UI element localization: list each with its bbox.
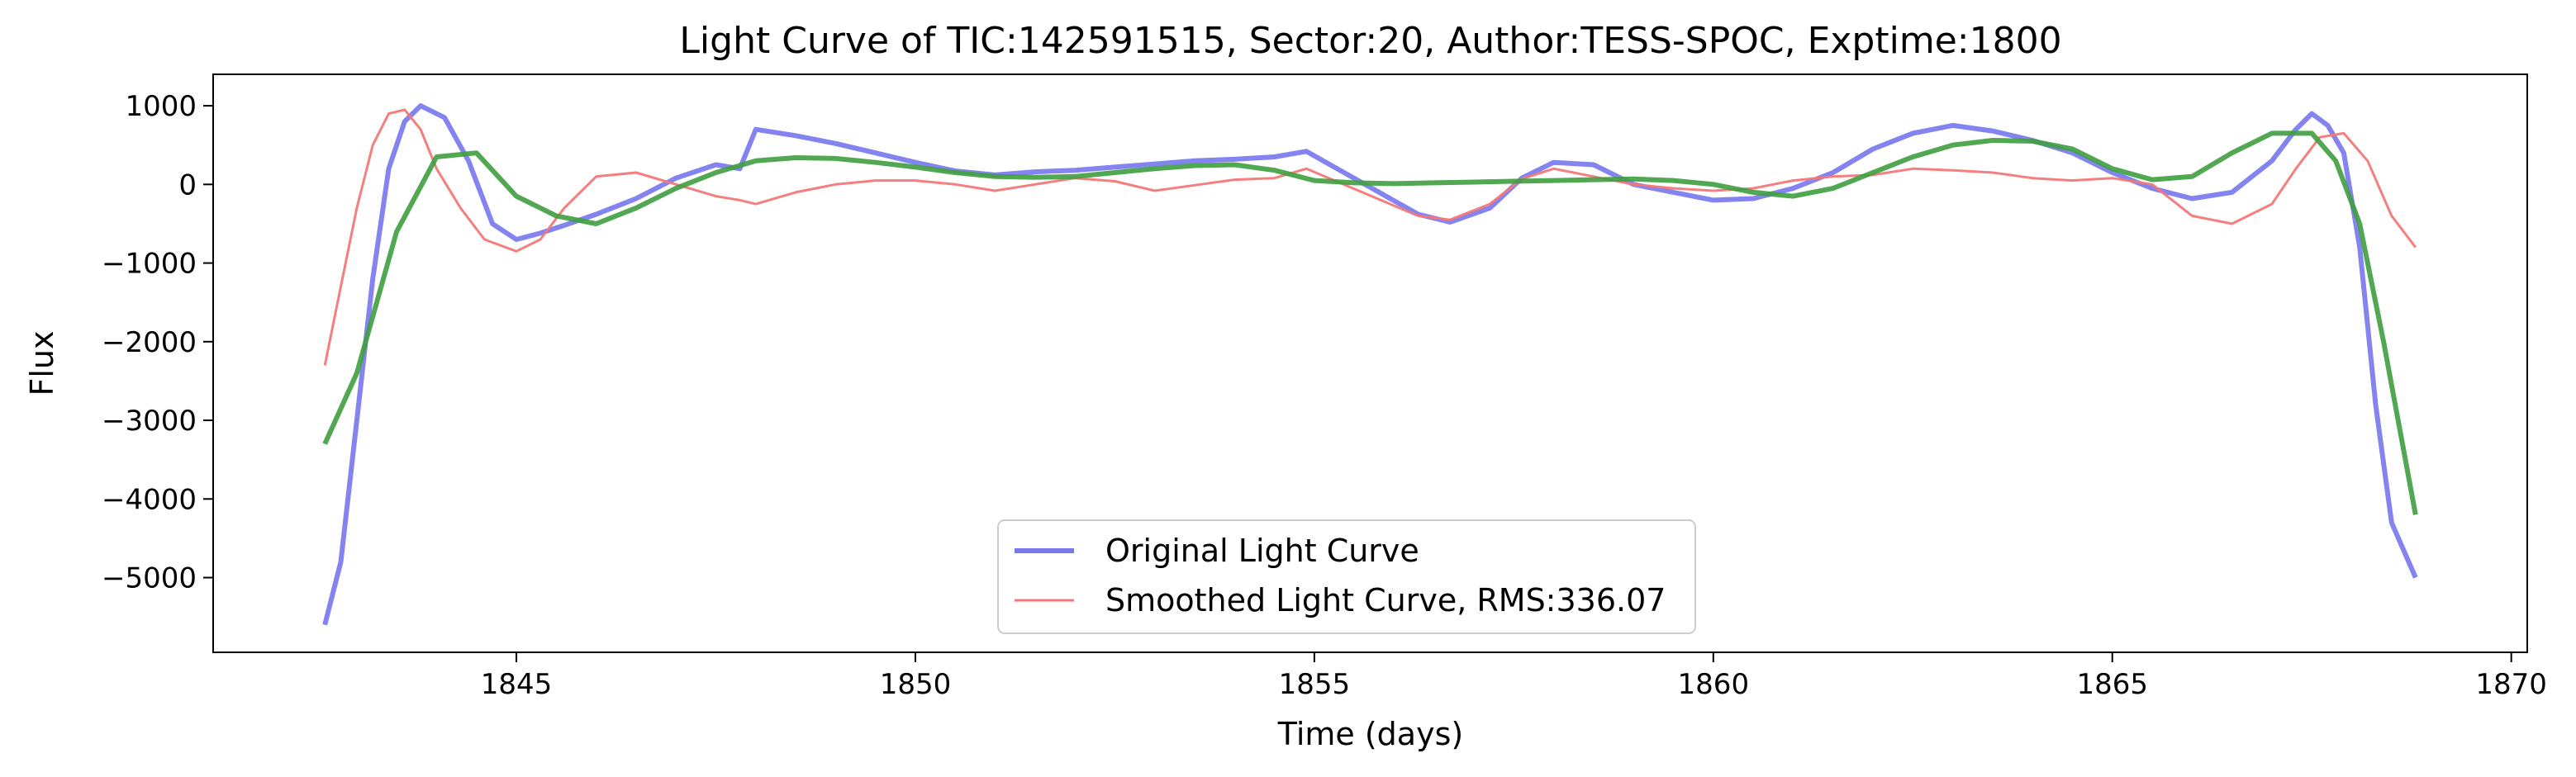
y-tick-label: −5000 [102,562,197,595]
x-tick-label: 1845 [481,668,553,701]
y-tick-label: −4000 [102,483,197,516]
y-axis-label: Flux [24,331,60,396]
y-tick-label: −2000 [102,326,197,359]
y-tick-label: −1000 [102,248,197,281]
x-tick-label: 1865 [2076,668,2148,701]
legend: Original Light Curve Smoothed Light Curv… [997,519,1696,634]
y-tick-label: 0 [178,168,197,201]
x-axis-ticks: 1845 1850 1855 1860 1865 1870 [481,652,2547,701]
plot-series-group [322,103,2418,626]
legend-box [997,519,1696,634]
series-line-smoothed [323,108,2417,366]
plot-frame [212,73,2528,653]
x-tick-label: 1855 [1279,668,1351,701]
y-tick-label: 1000 [125,90,197,123]
x-tick-label: 1860 [1678,668,1750,701]
series-line-fit [322,130,2418,515]
legend-label-smoothed: Smoothed Light Curve, RMS:336.07 [1105,582,1666,618]
y-tick-label: −3000 [102,405,197,438]
legend-label-original: Original Light Curve [1105,533,1419,569]
chart-title: Light Curve of TIC:142591515, Sector:20,… [679,20,2061,62]
x-tick-label: 1850 [880,668,952,701]
x-axis-label: Time (days) [1277,716,1463,752]
x-tick-label: 1870 [2475,668,2547,701]
series-line-original [322,103,2418,626]
y-axis-ticks: 1000 0 −1000 −2000 −3000 −4000 −5000 [102,90,213,595]
